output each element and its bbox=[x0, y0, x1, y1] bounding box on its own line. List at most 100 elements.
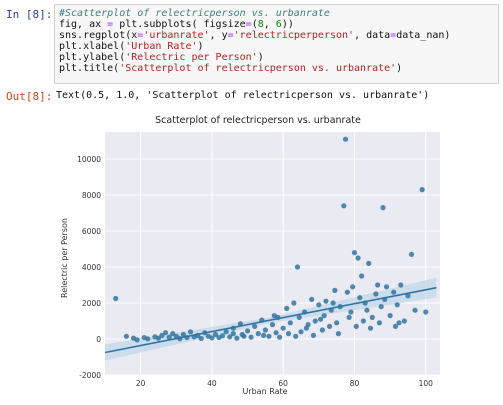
y-tick-label: 0 bbox=[96, 335, 101, 344]
data-point bbox=[220, 333, 226, 339]
code-token: ) bbox=[396, 63, 403, 74]
data-point bbox=[412, 307, 418, 313]
data-point bbox=[353, 323, 359, 329]
data-point bbox=[255, 331, 261, 337]
code-token: , data bbox=[354, 30, 391, 41]
code-token: )) bbox=[281, 19, 294, 30]
data-point bbox=[383, 284, 390, 290]
data-point bbox=[269, 322, 276, 328]
code-token: = bbox=[245, 19, 252, 30]
data-point bbox=[357, 295, 363, 301]
data-point bbox=[271, 313, 277, 319]
data-point bbox=[316, 302, 322, 308]
data-point bbox=[155, 335, 162, 341]
data-point bbox=[298, 329, 304, 335]
code-token: plt.ylabel( bbox=[59, 52, 126, 63]
code-line: fig, ax = plt.subplots( figsize=(8, 6)) bbox=[59, 19, 498, 30]
data-point bbox=[198, 335, 204, 342]
data-point bbox=[375, 282, 381, 288]
data-point bbox=[423, 309, 429, 315]
data-point bbox=[284, 305, 290, 311]
code-token: ( bbox=[251, 19, 258, 30]
data-point bbox=[391, 289, 397, 295]
code-token: 'Scatterplot of relectricperson vs. urba… bbox=[119, 63, 397, 74]
code-token: = bbox=[107, 19, 114, 30]
data-point bbox=[291, 300, 297, 306]
data-point bbox=[309, 296, 315, 302]
code-token: 'Urban Rate' bbox=[125, 41, 198, 52]
data-point bbox=[223, 329, 229, 335]
code-token: 8 bbox=[257, 19, 264, 30]
data-point bbox=[355, 255, 361, 261]
data-point bbox=[373, 291, 379, 297]
data-point bbox=[380, 205, 386, 211]
data-point bbox=[170, 331, 176, 337]
data-point bbox=[260, 332, 267, 338]
code-token: 'relectricperperson' bbox=[233, 30, 355, 41]
data-point bbox=[209, 335, 215, 341]
code-cell-editor[interactable]: #Scatterplot of relectricperson vs. urba… bbox=[54, 4, 499, 84]
y-tick-label: 4000 bbox=[82, 263, 101, 272]
data-point bbox=[248, 334, 254, 340]
data-point bbox=[369, 314, 375, 320]
data-point bbox=[318, 316, 324, 322]
x-tick-label: 60 bbox=[278, 379, 288, 388]
code-token: #Scatterplot of relectricperson vs. urba… bbox=[59, 8, 330, 19]
data-point bbox=[296, 314, 302, 320]
data-point bbox=[145, 336, 151, 342]
data-point bbox=[401, 318, 407, 324]
data-point bbox=[277, 334, 283, 340]
data-point bbox=[319, 327, 325, 333]
data-point bbox=[326, 323, 333, 329]
x-tick-label: 100 bbox=[419, 379, 434, 388]
y-tick-label: 10000 bbox=[77, 155, 101, 164]
data-point bbox=[262, 327, 268, 333]
data-point bbox=[212, 331, 219, 338]
data-point bbox=[230, 331, 236, 337]
code-token: data_nan) bbox=[396, 30, 451, 41]
code-token: = bbox=[390, 30, 397, 41]
data-point bbox=[310, 332, 317, 338]
data-point bbox=[134, 337, 140, 343]
data-point bbox=[367, 325, 374, 331]
code-token: sns.regplot(x bbox=[59, 30, 138, 41]
code-token: ) bbox=[197, 41, 204, 52]
data-point bbox=[335, 331, 342, 337]
data-point bbox=[387, 313, 393, 319]
data-point bbox=[244, 328, 251, 334]
y-tick-label: 8000 bbox=[82, 191, 101, 200]
data-point bbox=[398, 282, 404, 288]
code-token: 'urbanrate' bbox=[143, 30, 210, 41]
code-token: = bbox=[137, 30, 144, 41]
data-point bbox=[241, 333, 247, 339]
data-point bbox=[166, 334, 172, 340]
data-point bbox=[366, 260, 372, 266]
code-line: #Scatterplot of relectricperson vs. urba… bbox=[59, 8, 498, 19]
data-point bbox=[394, 302, 400, 308]
input-prompt: In [8]: bbox=[6, 8, 53, 21]
code-token: , y bbox=[209, 30, 228, 41]
data-point bbox=[293, 333, 299, 339]
data-point bbox=[266, 333, 272, 339]
data-point bbox=[344, 289, 350, 295]
output-text: Text(0.5, 1.0, 'Scatterplot of relectric… bbox=[56, 90, 430, 101]
code-token: plt.subplots( figsize bbox=[113, 19, 246, 30]
data-point bbox=[252, 323, 258, 329]
data-point bbox=[162, 330, 169, 336]
code-token: 'Relectric per Person' bbox=[125, 52, 258, 63]
data-point bbox=[321, 313, 327, 319]
data-point bbox=[350, 284, 356, 290]
code-token: , bbox=[263, 19, 276, 30]
data-point bbox=[227, 334, 233, 340]
data-point bbox=[348, 309, 354, 315]
data-point bbox=[273, 330, 279, 336]
code-line: plt.ylabel('Relectric per Person') bbox=[59, 52, 498, 63]
data-point bbox=[180, 331, 187, 338]
data-point bbox=[358, 273, 365, 279]
y-tick-label: 2000 bbox=[82, 299, 101, 308]
data-point bbox=[332, 287, 338, 293]
data-point bbox=[334, 320, 340, 326]
data-point bbox=[330, 300, 336, 306]
x-axis-label: Urban Rate bbox=[242, 387, 287, 396]
data-point bbox=[285, 331, 292, 337]
